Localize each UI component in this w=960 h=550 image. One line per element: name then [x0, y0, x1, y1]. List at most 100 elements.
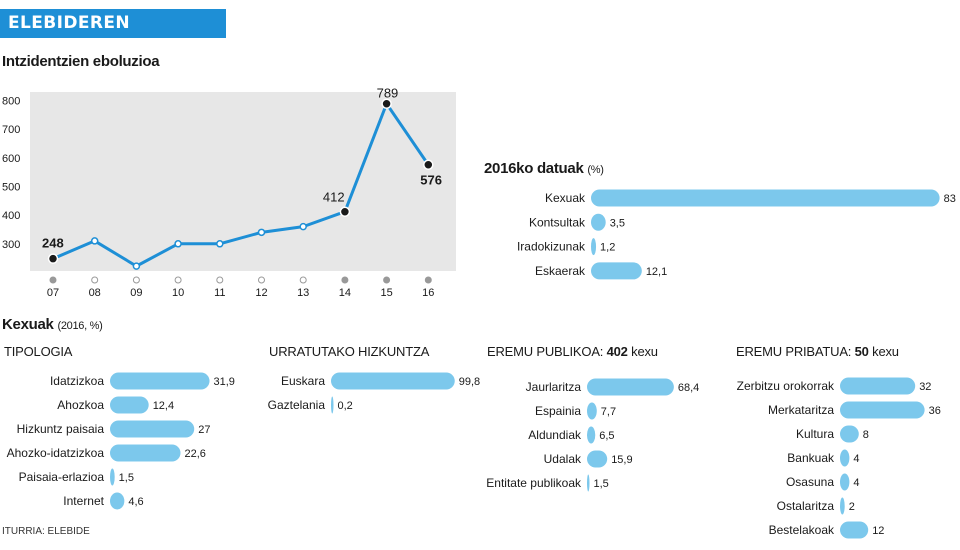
bar-category-label: Osasuna: [786, 475, 834, 489]
x-tick-marker: [341, 276, 349, 284]
bar: [840, 449, 850, 467]
data-point-highlight: [339, 206, 351, 217]
kexuak-title: Kexuak (2016, %): [2, 316, 103, 333]
bar: [331, 372, 455, 390]
line-plot-area: [30, 92, 456, 271]
section-title-hizkuntza: URRATUTAKO HIZKUNTZA: [269, 344, 430, 359]
bar-value-label: 15,9: [611, 454, 632, 466]
bar-value-label: 36: [929, 405, 941, 417]
data-2016-unit: (%): [587, 164, 604, 176]
bar-category-label: Paisaia-erlazioa: [19, 470, 105, 484]
bar: [840, 497, 845, 515]
bar-category-label: Eskaerak: [535, 264, 586, 278]
bar-value-label: 2: [849, 501, 855, 513]
x-tick-marker: [299, 276, 307, 284]
data-2016-title: 2016ko datuak (%): [484, 160, 604, 177]
source-label: ITURRIA: ELEBIDE: [2, 526, 90, 537]
bar-category-label: Ahozko-idatzizkoa: [7, 446, 105, 460]
data-label: 576: [420, 173, 442, 188]
bar: [110, 372, 210, 390]
data-label: 789: [377, 86, 399, 101]
x-tick-label: 14: [339, 287, 351, 299]
bar-value-label: 31,9: [214, 376, 235, 388]
data-label: 248: [42, 236, 64, 251]
bar-category-label: Kexuak: [545, 191, 586, 205]
bar: [110, 420, 195, 438]
data-point: [90, 237, 99, 245]
bar-category-label: Bestelakoak: [769, 523, 835, 537]
bar-value-label: 83: [944, 193, 956, 205]
pribatua-suffix: kexu: [872, 344, 899, 359]
x-tick-label: 09: [130, 287, 142, 299]
publikoa-count: 402: [606, 344, 628, 359]
x-tick-marker: [132, 276, 140, 284]
bar-value-label: 6,5: [599, 430, 614, 442]
y-tick-label: 700: [2, 124, 20, 136]
bar-value-label: 8: [863, 429, 869, 441]
x-tick-label: 11: [214, 287, 225, 299]
bar: [840, 401, 925, 419]
bar-category-label: Entitate publikoak: [486, 476, 582, 490]
bar-value-label: 4: [853, 453, 859, 465]
bar-value-label: 12: [872, 525, 884, 537]
bar-category-label: Kontsultak: [529, 215, 586, 229]
bar: [591, 238, 597, 256]
x-tick-marker: [383, 276, 391, 284]
bar-category-label: Gaztelania: [268, 398, 326, 412]
data-point: [132, 262, 141, 270]
bar-value-label: 12,4: [153, 400, 174, 412]
x-tick-label: 07: [47, 287, 59, 299]
data-point-highlight: [47, 253, 59, 264]
bar-category-label: Merkataritza: [768, 403, 834, 417]
bar: [110, 468, 115, 486]
bar-category-label: Aldundiak: [528, 428, 582, 442]
publikoa-suffix: kexu: [631, 344, 658, 359]
bar: [840, 473, 850, 491]
bar-category-label: Zerbitzu orokorrak: [737, 379, 835, 393]
data-point-highlight: [423, 159, 434, 170]
x-tick-marker: [91, 276, 99, 284]
bar-value-label: 1,5: [119, 472, 134, 484]
bar-category-label: Bankuak: [787, 451, 835, 465]
y-tick-label: 300: [2, 239, 20, 251]
series-line: [52, 102, 430, 268]
pribatua-prefix: EREMU PRIBATUA:: [736, 344, 852, 359]
bar: [591, 213, 606, 231]
x-tick-label: 15: [380, 287, 392, 299]
kexuak-unit: (2016, %): [57, 320, 103, 332]
x-tick-label: 12: [255, 287, 267, 299]
bar-value-label: 3,5: [610, 217, 625, 229]
bar: [110, 492, 125, 510]
bar: [591, 189, 940, 207]
x-tick-marker: [49, 276, 57, 284]
bar-value-label: 32: [919, 381, 931, 393]
bar: [840, 425, 859, 443]
bar: [591, 262, 642, 280]
bar: [840, 377, 916, 395]
publikoa-prefix: EREMU PUBLIKOA:: [487, 344, 604, 359]
bar-category-label: Jaurlaritza: [526, 380, 582, 394]
bar-value-label: 99,8: [459, 376, 480, 388]
bar-category-label: Internet: [63, 494, 104, 508]
bar: [587, 402, 597, 420]
section-title-tipologia: TIPOLOGIA: [4, 344, 73, 359]
bar-category-label: Ahozkoa: [57, 398, 104, 412]
bar-value-label: 1,2: [600, 242, 615, 254]
line-chart-title: Intzidentzien eboluzioa: [2, 53, 160, 70]
bar: [587, 378, 674, 396]
data-label: 412: [323, 190, 345, 205]
x-tick-label: 10: [172, 287, 184, 299]
bar-category-label: Kultura: [796, 427, 834, 441]
data-point: [216, 240, 224, 248]
bar: [840, 521, 869, 539]
data-2016-title-text: 2016ko datuak: [484, 160, 584, 177]
header-badge: ELEBIDEREN TXOSTENA: [0, 9, 226, 62]
bar-value-label: 0,2: [338, 400, 353, 412]
y-tick-label: 800: [2, 96, 20, 108]
bar-value-label: 1,5: [594, 478, 609, 490]
y-tick-label: 400: [2, 210, 20, 222]
section-title-pribatua: EREMU PRIBATUA: 50 kexu: [736, 344, 899, 359]
x-tick-label: 16: [422, 287, 434, 299]
bar-value-label: 4: [853, 477, 859, 489]
x-tick-marker: [216, 276, 224, 284]
